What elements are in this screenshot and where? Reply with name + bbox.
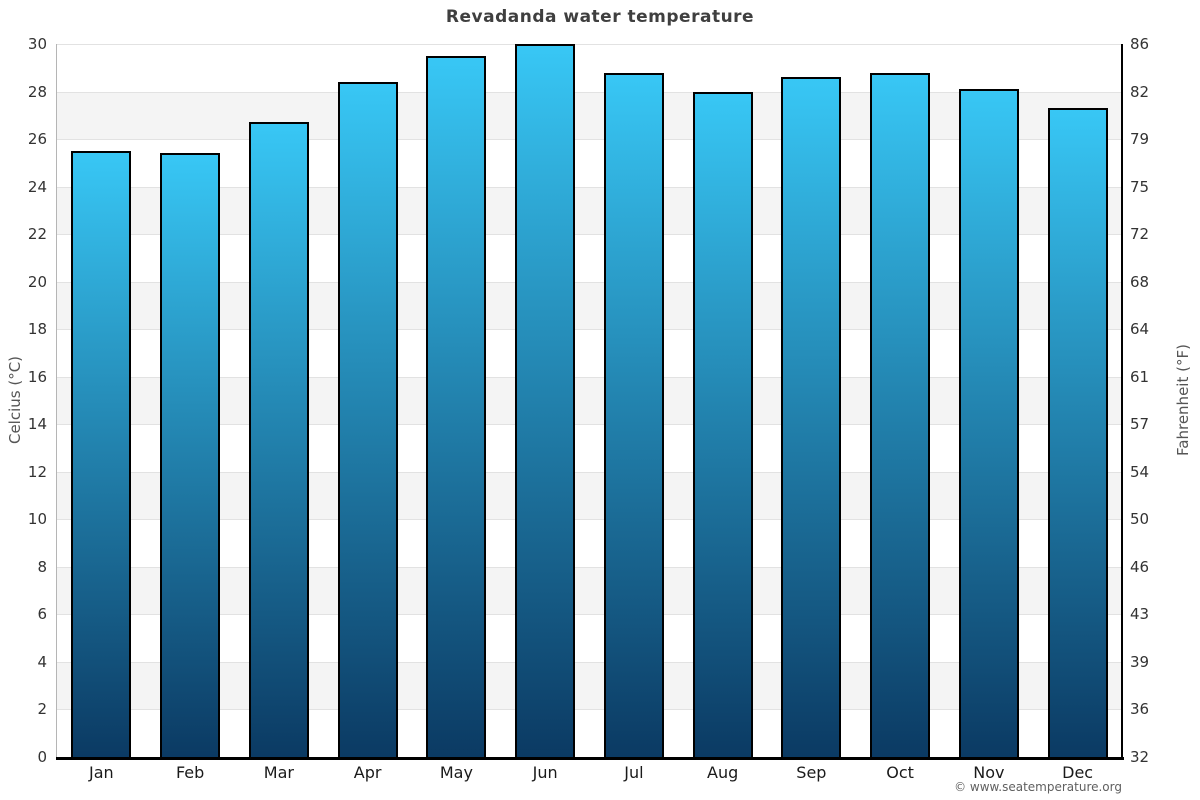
celsius-tick-22: 22 — [27, 225, 47, 244]
celsius-tick-2: 2 — [37, 700, 47, 719]
plot-band — [57, 281, 1122, 330]
bar-aug — [692, 91, 753, 757]
plot-band — [57, 471, 1122, 520]
month-label-jan: Jan — [89, 763, 114, 782]
gridline-6 — [57, 614, 1122, 616]
celsius-tick-20: 20 — [27, 272, 47, 291]
gridline-30 — [57, 44, 1122, 45]
plot-band — [57, 566, 1122, 615]
credits-link[interactable]: © www.seatemperature.org — [954, 780, 1122, 794]
celsius-tick-12: 12 — [27, 462, 47, 481]
celsius-tick-18: 18 — [27, 320, 47, 339]
bar-sep — [781, 77, 842, 757]
fahrenheit-tick-79: 79 — [1130, 130, 1150, 149]
fahrenheit-tick-54: 54 — [1130, 462, 1150, 481]
celsius-axis-line — [56, 44, 57, 757]
bar-may — [426, 55, 487, 757]
plot-band — [57, 91, 1122, 140]
fahrenheit-tick-50: 50 — [1130, 510, 1150, 529]
plot-area — [57, 44, 1122, 757]
bar-jun — [515, 44, 576, 757]
fahrenheit-axis-title: Fahrenheit (°F) — [1174, 344, 1192, 456]
month-label-aug: Aug — [707, 763, 739, 782]
fahrenheit-axis-line — [1121, 44, 1123, 757]
bar-dec — [1047, 108, 1108, 757]
gridline-26 — [57, 139, 1122, 141]
x-axis-line — [56, 757, 1124, 760]
month-label-jul: Jul — [624, 763, 644, 782]
bar-nov — [958, 89, 1019, 757]
gridline-18 — [57, 329, 1122, 331]
gridline-28 — [57, 91, 1122, 93]
plot-band — [57, 186, 1122, 235]
month-label-may: May — [439, 763, 473, 782]
bar-mar — [248, 122, 309, 757]
plot-band — [57, 376, 1122, 425]
celsius-tick-26: 26 — [27, 130, 47, 149]
gridline-24 — [57, 186, 1122, 188]
fahrenheit-tick-75: 75 — [1130, 177, 1150, 196]
chart-title: Revadanda water temperature — [445, 7, 755, 27]
celsius-tick-4: 4 — [37, 652, 47, 671]
gridline-16 — [57, 376, 1122, 378]
month-label-mar: Mar — [263, 763, 294, 782]
bar-apr — [337, 82, 398, 757]
fahrenheit-tick-46: 46 — [1130, 557, 1150, 576]
fahrenheit-tick-72: 72 — [1130, 225, 1150, 244]
fahrenheit-tick-61: 61 — [1130, 367, 1150, 386]
celsius-tick-30: 30 — [27, 35, 47, 53]
bar-feb — [160, 153, 221, 757]
fahrenheit-tick-57: 57 — [1130, 415, 1150, 434]
month-label-apr: Apr — [353, 763, 382, 782]
month-label-nov: Nov — [973, 763, 1005, 782]
fahrenheit-tick-82: 82 — [1130, 82, 1150, 101]
plot-band — [57, 661, 1122, 710]
month-label-oct: Oct — [886, 763, 914, 782]
celsius-tick-0: 0 — [37, 748, 47, 766]
celsius-tick-16: 16 — [27, 367, 47, 386]
celsius-axis-title: Celcius (°C) — [6, 355, 24, 445]
celsius-tick-6: 6 — [37, 605, 47, 624]
gridline-12 — [57, 471, 1122, 473]
gridline-8 — [57, 566, 1122, 568]
celsius-tick-24: 24 — [27, 177, 47, 196]
fahrenheit-tick-36: 36 — [1130, 700, 1150, 719]
bar-jan — [71, 150, 132, 757]
month-label-jun: Jun — [532, 763, 558, 782]
celsius-tick-28: 28 — [27, 82, 47, 101]
fahrenheit-tick-39: 39 — [1130, 652, 1150, 671]
gridline-14 — [57, 424, 1122, 426]
bar-jul — [603, 72, 664, 757]
fahrenheit-tick-86: 86 — [1130, 35, 1150, 53]
fahrenheit-tick-68: 68 — [1130, 272, 1150, 291]
month-label-sep: Sep — [796, 763, 827, 782]
fahrenheit-tick-43: 43 — [1130, 605, 1150, 624]
month-label-feb: Feb — [175, 763, 205, 782]
fahrenheit-tick-64: 64 — [1130, 320, 1150, 339]
gridline-4 — [57, 661, 1122, 663]
gridline-2 — [57, 709, 1122, 711]
fahrenheit-tick-32: 32 — [1130, 748, 1150, 766]
gridline-10 — [57, 519, 1122, 521]
month-label-dec: Dec — [1062, 763, 1094, 782]
bar-oct — [870, 72, 931, 757]
gridline-20 — [57, 281, 1122, 283]
celsius-tick-14: 14 — [27, 415, 47, 434]
celsius-tick-10: 10 — [27, 510, 47, 529]
gridline-22 — [57, 234, 1122, 236]
celsius-tick-8: 8 — [37, 557, 47, 576]
